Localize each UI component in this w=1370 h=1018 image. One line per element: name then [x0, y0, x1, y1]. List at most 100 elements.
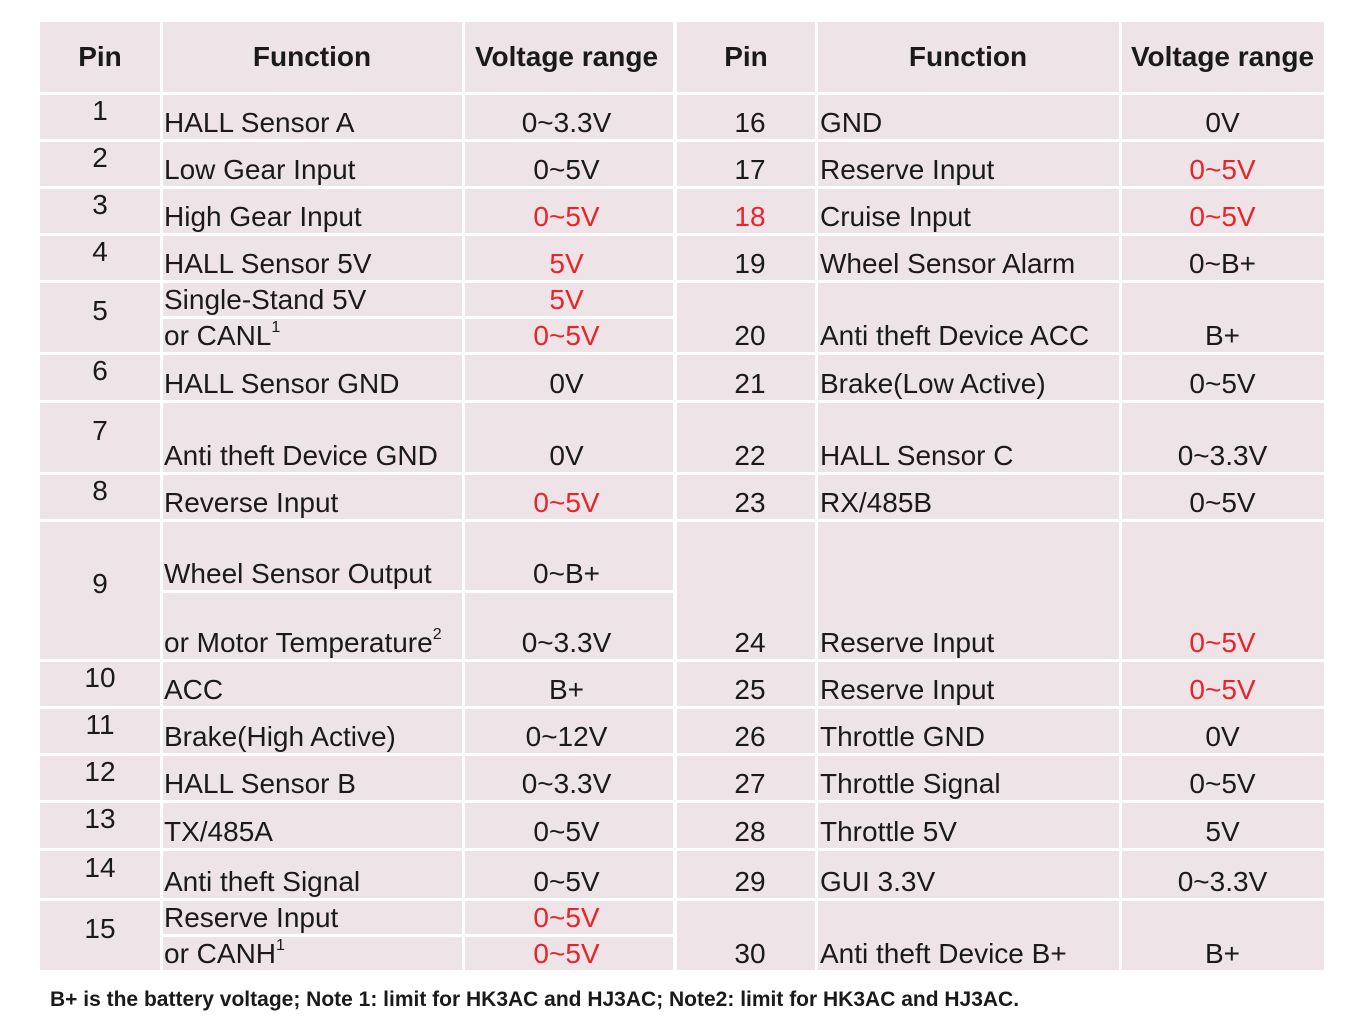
voltage-range: 0~12V	[525, 721, 608, 752]
pin-number: 26	[734, 721, 766, 752]
grid-line	[162, 590, 673, 593]
pin-number: 28	[734, 816, 766, 847]
pin-number: 7	[92, 415, 108, 446]
grid-line	[462, 22, 465, 970]
function-label: Anti theft Device ACC	[820, 320, 1090, 351]
grid-line	[677, 898, 1324, 901]
function-label: Reserve Input	[820, 154, 995, 185]
footnote: B+ is the battery voltage; Note 1: limit…	[50, 988, 1020, 1011]
grid-line	[677, 800, 1324, 803]
function-label: or CANH1	[164, 937, 285, 969]
pin-number: 20	[734, 320, 766, 351]
grid-line	[677, 706, 1324, 709]
grid-line	[677, 186, 1324, 189]
grid-line	[40, 472, 673, 475]
pin-number: 11	[85, 709, 115, 740]
pin-number: 6	[92, 355, 108, 386]
voltage-range: 0~5V	[533, 320, 600, 351]
voltage-range: B+	[1204, 938, 1241, 969]
voltage-range: 0~3.3V	[1177, 440, 1268, 471]
pin-number: 25	[734, 674, 766, 705]
function-label: High Gear Input	[164, 201, 362, 232]
pin-number: 29	[734, 866, 766, 897]
pin-number: 14	[84, 852, 116, 883]
pin-number: 8	[92, 475, 108, 506]
function-label: Throttle GND	[820, 721, 985, 752]
pin-number: 30	[734, 938, 766, 969]
voltage-range: 0~5V	[533, 938, 600, 969]
voltage-range: 0~5V	[1189, 487, 1256, 518]
function-label: HALL Sensor A	[164, 107, 355, 138]
pin-number: 15	[84, 913, 116, 944]
pin-number: 12	[84, 756, 116, 787]
pin-number: 2	[92, 142, 108, 173]
grid-line	[40, 92, 673, 95]
grid-line	[40, 898, 673, 901]
pin-table-left: Pin Function Voltage range 1 HALL Sensor …	[40, 22, 673, 970]
grid-line	[40, 139, 673, 142]
function-label: HALL Sensor 5V	[164, 248, 372, 279]
grid-line	[40, 848, 673, 851]
function-label: Brake(Low Active)	[820, 368, 1046, 399]
voltage-range: 5V	[549, 248, 584, 279]
grid-line	[40, 352, 673, 355]
voltage-range: 0~5V	[1189, 201, 1256, 232]
function-label: Reserve Input	[164, 902, 339, 933]
pin-number: 21	[734, 368, 766, 399]
voltage-range: 0~5V	[1189, 674, 1256, 705]
pin-number: 3	[92, 189, 108, 220]
voltage-range: 0V	[1205, 721, 1240, 752]
voltage-range: 0~5V	[1189, 368, 1256, 399]
voltage-range: 0~5V	[1189, 768, 1256, 799]
pin-number: 24	[734, 627, 766, 658]
pin-table-right: Pin Function Voltage range 16 GND 0V 17 Rese…	[677, 22, 1324, 970]
footnote-marker: 1	[276, 937, 285, 954]
grid-line	[160, 22, 163, 970]
voltage-range: 0~3.3V	[521, 768, 612, 799]
function-label: Cruise Input	[820, 201, 971, 232]
voltage-range: 0~5V	[1189, 154, 1256, 185]
pin-number: 27	[734, 768, 766, 799]
voltage-range: 5V	[549, 284, 584, 315]
footnote-marker: 2	[432, 626, 442, 643]
pin-number: 4	[92, 236, 108, 267]
grid-line	[40, 706, 673, 709]
function-label: GUI 3.3V	[820, 866, 936, 897]
grid-line	[40, 659, 673, 662]
grid-line	[40, 800, 673, 803]
pin-number: 16	[734, 107, 766, 138]
pin-number: 22	[734, 440, 766, 471]
header-pin: Pin	[724, 41, 768, 72]
function-label: Single-Stand 5V	[164, 284, 367, 315]
function-label: GND	[820, 107, 883, 138]
voltage-range: 0~B+	[1189, 248, 1256, 279]
voltage-range: 0~5V	[533, 154, 600, 185]
pin-number: 5	[92, 295, 108, 326]
function-label: or Motor Temperature2	[164, 626, 442, 658]
voltage-range: 0~5V	[533, 487, 600, 518]
voltage-range: 0~3.3V	[521, 627, 612, 658]
pin-number: 1	[92, 95, 108, 126]
pin-number: 17	[734, 154, 766, 185]
function-label: or CANL1	[164, 319, 281, 351]
grid-line	[815, 22, 818, 970]
grid-line	[677, 400, 1324, 403]
grid-line	[677, 280, 1324, 283]
function-label: Brake(High Active)	[164, 721, 396, 752]
function-label: Anti theft Signal	[164, 866, 361, 897]
function-label: Low Gear Input	[164, 154, 356, 185]
pin-number: 10	[84, 662, 116, 693]
header-pin: Pin	[78, 41, 122, 72]
pin-number: 23	[734, 487, 766, 518]
voltage-range: 0~3.3V	[1177, 866, 1268, 897]
voltage-range: B+	[548, 674, 585, 705]
grid-line	[677, 352, 1324, 355]
function-label: Anti theft Device B+	[820, 938, 1067, 969]
function-label: TX/485A	[164, 816, 273, 847]
function-label: Reserve Input	[820, 674, 995, 705]
grid-line	[40, 186, 673, 189]
function-label: Reverse Input	[164, 487, 339, 518]
pin-number: 9	[92, 568, 108, 599]
voltage-range: 0~5V	[533, 201, 600, 232]
grid-line	[677, 519, 1324, 522]
